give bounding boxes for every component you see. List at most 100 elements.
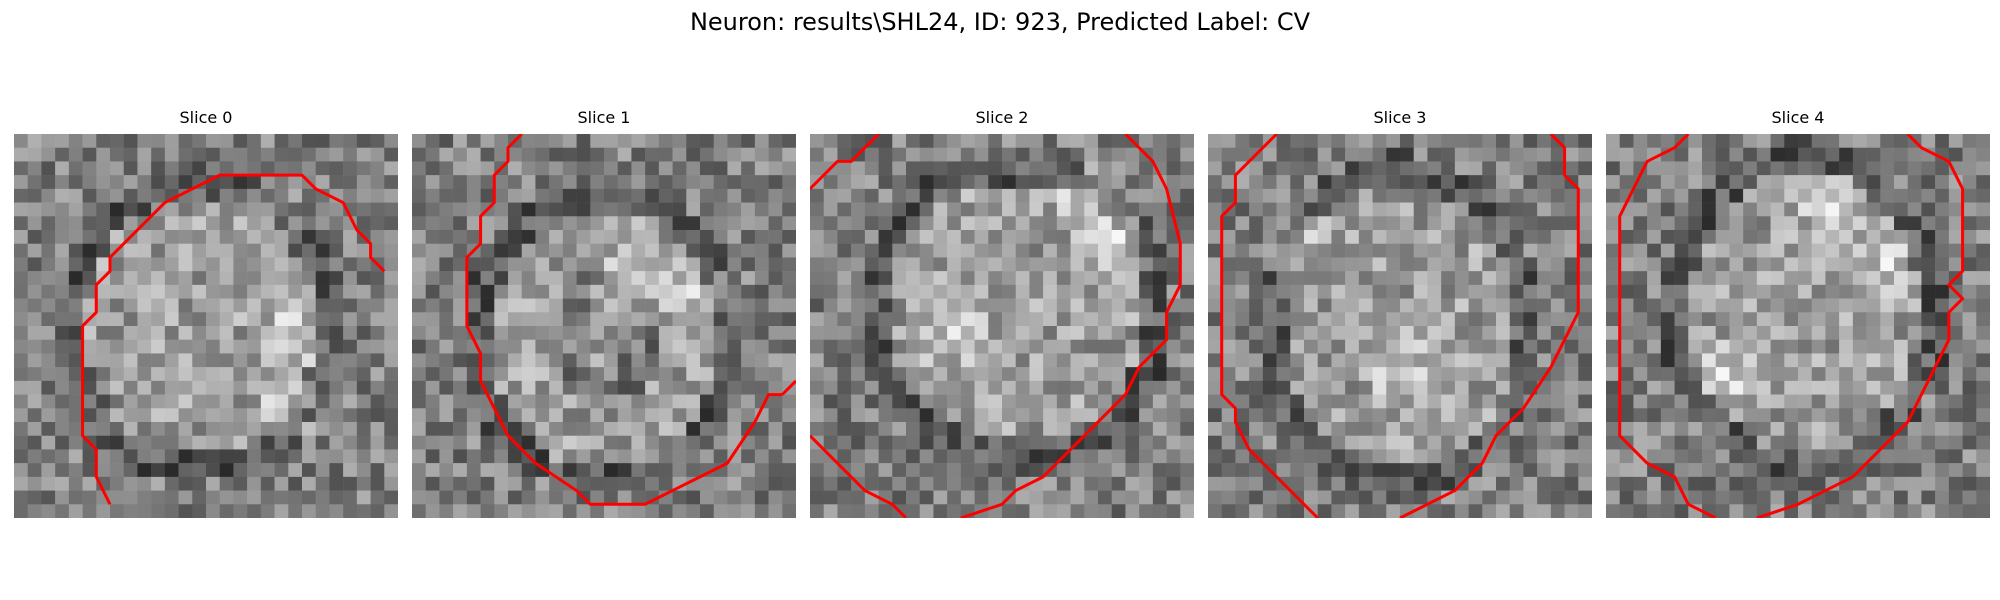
- pixel-cell: [1825, 449, 1840, 464]
- pixel-cell: [1358, 312, 1373, 327]
- pixel-cell: [55, 380, 70, 395]
- pixel-cell: [1125, 476, 1140, 491]
- pixel-cell: [1550, 298, 1565, 313]
- pixel-cell: [164, 326, 179, 340]
- pixel-cell: [686, 490, 701, 505]
- pixel-cell: [562, 422, 577, 436]
- pixel-cell: [1770, 380, 1785, 395]
- pixel-cell: [1756, 298, 1771, 313]
- pixel-cell: [1523, 408, 1538, 423]
- pixel-cell: [68, 476, 83, 491]
- pixel-cell: [974, 312, 989, 327]
- pixel-cell: [1015, 188, 1030, 203]
- slice-panel-3: Slice 3: [1208, 108, 1592, 520]
- pixel-cell: [1345, 408, 1360, 423]
- pixel-cell: [1235, 449, 1250, 464]
- pixel-cell: [27, 161, 42, 176]
- pixel-cell: [1894, 147, 1908, 162]
- pixel-cell: [494, 435, 509, 450]
- pixel-cell: [288, 422, 303, 436]
- pixel-cell: [315, 353, 330, 368]
- pixel-cell: [1496, 435, 1510, 450]
- pixel-cell: [1180, 230, 1194, 244]
- cell-contour: [1399, 134, 1580, 518]
- pixel-cell: [1002, 298, 1016, 313]
- pixel-cell: [947, 394, 962, 409]
- pixel-cell: [892, 422, 907, 436]
- pixel-cell: [768, 284, 783, 299]
- pixel-cell: [754, 134, 769, 148]
- pixel-cell: [425, 147, 440, 162]
- pixel-cell: [768, 134, 783, 148]
- pixel-cell: [453, 326, 468, 340]
- pixel-cell: [1825, 298, 1840, 313]
- pixel-cell: [1825, 463, 1840, 478]
- pixel-cell: [1029, 394, 1044, 409]
- pixel-cell: [1550, 490, 1565, 505]
- pixel-cell: [1043, 202, 1058, 217]
- pixel-cell: [1208, 134, 1222, 148]
- pixel-cell: [1674, 271, 1689, 286]
- pixel-cell: [1825, 490, 1840, 505]
- pixel-cell: [1304, 463, 1318, 478]
- pixel-cell: [1468, 134, 1483, 148]
- pixel-cell: [727, 394, 742, 409]
- pixel-cell: [1633, 435, 1648, 450]
- pixel-cell: [453, 422, 468, 436]
- pixel-cell: [686, 312, 701, 327]
- pixel-cell: [260, 367, 275, 382]
- pixel-cell: [137, 134, 152, 148]
- pixel-cell: [1441, 312, 1456, 327]
- pixel-cell: [576, 353, 591, 368]
- pixel-cell: [1454, 161, 1469, 176]
- pixel-cell: [412, 490, 426, 505]
- pixel-cell: [1935, 408, 1950, 423]
- pixel-cell: [1400, 476, 1414, 491]
- pixel-cell: [1839, 161, 1854, 176]
- pixel-cell: [521, 243, 536, 258]
- pixel-cell: [1427, 476, 1442, 491]
- pixel-cell: [1029, 449, 1044, 464]
- pixel-cell: [1674, 367, 1689, 382]
- pixel-cell: [288, 435, 303, 450]
- pixel-cell: [837, 326, 852, 340]
- pixel-cell: [1262, 504, 1277, 518]
- pixel-cell: [672, 380, 687, 395]
- pixel-cell: [919, 326, 934, 340]
- pixel-cell: [219, 353, 234, 368]
- pixel-cell: [768, 408, 783, 423]
- pixel-cell: [658, 284, 673, 299]
- pixel-cell: [1509, 284, 1524, 299]
- pixel-cell: [974, 476, 989, 491]
- pixel-cell: [672, 147, 687, 162]
- pixel-cell: [425, 284, 440, 299]
- pixel-cell: [1454, 326, 1469, 340]
- pixel-cell: [1578, 284, 1592, 299]
- pixel-cell: [164, 476, 179, 491]
- pixel-cell: [41, 161, 56, 176]
- pixel-cell: [1798, 216, 1812, 231]
- pixel-cell: [110, 504, 124, 518]
- pixel-cell: [1550, 284, 1565, 299]
- pixel-cell: [933, 243, 948, 258]
- pixel-cell: [1482, 134, 1497, 148]
- pixel-cell: [466, 367, 481, 382]
- pixel-cell: [1441, 188, 1456, 203]
- pixel-cell: [1537, 243, 1552, 258]
- pixel-cell: [1345, 380, 1360, 395]
- pixel-cell: [82, 188, 97, 203]
- pixel-cell: [356, 435, 371, 450]
- pixel-cell: [658, 449, 673, 464]
- pixel-cell: [988, 243, 1003, 258]
- pixel-cell: [14, 463, 28, 478]
- pixel-cell: [356, 380, 371, 395]
- pixel-cell: [727, 339, 742, 354]
- pixel-cell: [960, 339, 975, 354]
- pixel-cell: [206, 449, 220, 464]
- pixel-cell: [1427, 435, 1442, 450]
- pixel-cell: [343, 147, 358, 162]
- pixel-cell: [974, 490, 989, 505]
- pixel-cell: [302, 394, 316, 409]
- pixel-cell: [1825, 188, 1840, 203]
- pixel-cell: [947, 188, 962, 203]
